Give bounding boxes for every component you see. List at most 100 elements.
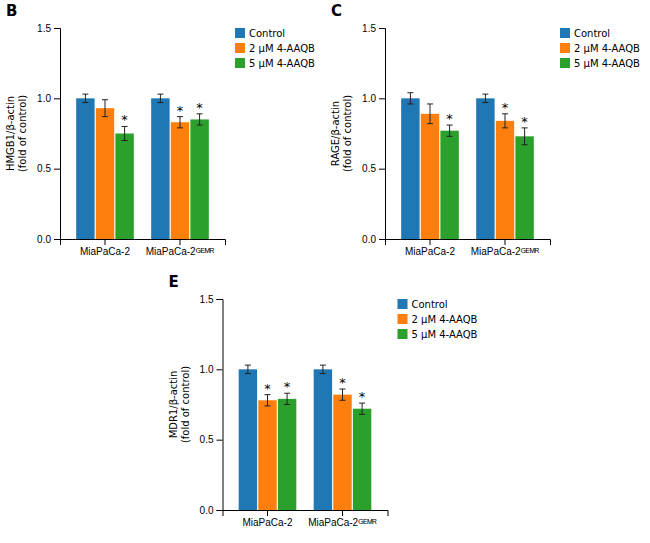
error-cap — [502, 127, 508, 128]
bar — [421, 114, 439, 239]
x-tick: MiaPaCa-2ᴳᴱᴹᴿ — [471, 239, 540, 257]
error-bar — [157, 94, 163, 102]
legend-item: Control — [398, 299, 448, 310]
tick-label: MiaPaCa-2ᴳᴱᴹᴿ — [308, 517, 377, 528]
error-cap — [427, 103, 433, 104]
error-cap — [320, 365, 326, 366]
significance-label: * — [359, 389, 366, 404]
axis-line — [54, 29, 61, 240]
tick-label: MiaPaCa-2ᴳᴱᴹᴿ — [146, 246, 215, 257]
error-cap — [157, 94, 163, 95]
error-stem — [430, 104, 431, 124]
significance-label: * — [521, 114, 528, 129]
y-axis-label-line: (fold of control) — [342, 95, 353, 172]
bar — [96, 108, 114, 239]
error-cap — [447, 136, 453, 137]
bar — [353, 409, 371, 510]
tick-label: 1.0 — [200, 364, 214, 375]
x-axis: MiaPaCa-2 MiaPaCa-2ᴳᴱᴹᴿ — [61, 239, 226, 257]
y-tick: 1.5 — [200, 294, 223, 305]
bar — [440, 131, 458, 239]
significance-label: * — [284, 379, 291, 394]
y-tick: 1.5 — [37, 23, 60, 34]
tick-mark — [54, 28, 60, 29]
error-stem — [505, 114, 506, 128]
axis-line — [217, 300, 224, 511]
tick-mark — [267, 510, 268, 516]
legend-item: Control — [560, 28, 610, 39]
y-tick: 1.0 — [200, 364, 223, 375]
error-bar — [482, 94, 488, 102]
error-stem — [362, 403, 363, 414]
error-cap — [482, 94, 488, 95]
tick-label: 1.5 — [37, 23, 51, 34]
tick-label: 0.5 — [362, 163, 376, 174]
significance-label: * — [264, 381, 271, 396]
bar — [190, 119, 208, 239]
tick-mark — [379, 239, 385, 240]
legend-label: Control — [412, 299, 448, 310]
tick-mark — [217, 440, 223, 441]
y-axis-label-line: (fold of control) — [180, 366, 191, 443]
error-cap — [359, 414, 365, 415]
tick-label: MiaPaCa-2 — [80, 246, 130, 257]
y-axis-label-line: RAGE/β-actin — [330, 101, 341, 166]
tick-label: 0.0 — [37, 234, 51, 245]
error-cap — [482, 102, 488, 103]
y-axis: 0.0 0.5 1.0 1.5 — [362, 23, 385, 245]
y-axis-label-line: HMGB1/β-actin — [5, 96, 16, 171]
legend-label: 5 μM 4-AAQB — [412, 329, 478, 340]
significance-label: * — [502, 100, 509, 115]
x-tick: MiaPaCa-2ᴳᴱᴹᴿ — [308, 510, 377, 528]
tick-label: 0.0 — [362, 234, 376, 245]
error-bar — [522, 128, 528, 145]
tick-mark — [379, 28, 385, 29]
y-tick: 1.0 — [37, 93, 60, 104]
legend-item: 2 μM 4-AAQB — [235, 43, 315, 54]
y-tick: 0.5 — [37, 163, 60, 174]
y-axis: 0.0 0.5 1.0 1.5 — [37, 23, 60, 245]
error-stem — [247, 365, 248, 373]
legend-item: Control — [235, 28, 285, 39]
tick-mark — [217, 369, 223, 370]
legend-label: 5 μM 4-AAQB — [574, 58, 640, 69]
title: C — [331, 2, 342, 20]
bar — [476, 98, 494, 239]
legend-label: 2 μM 4-AAQB — [412, 314, 478, 325]
legend-label: Control — [574, 28, 610, 39]
bar — [258, 400, 276, 510]
legend: Control 2 μM 4-AAQB 5 μM 4-AAQB — [398, 299, 478, 340]
legend: Control2 μM 4-AAQB5 μM 4-AAQB — [235, 28, 315, 69]
legend-swatch — [235, 43, 245, 53]
tick-label: 0.5 — [200, 434, 214, 445]
tick-label: 1.5 — [200, 294, 214, 305]
legend-label: Control — [249, 28, 285, 39]
legend-item: 2 μM 4-AAQB — [398, 314, 478, 325]
plot-area — [239, 365, 372, 510]
tick-mark — [217, 299, 223, 300]
axis-line — [223, 511, 388, 517]
legend-item: 2 μM 4-AAQB — [560, 43, 640, 54]
error-bar — [427, 104, 433, 124]
tick-mark — [54, 98, 60, 99]
bar — [76, 98, 94, 239]
tick-label: 0.0 — [200, 505, 214, 516]
tick-label: 1.5 — [362, 23, 376, 34]
legend: Control 2 μM 4-AAQB 5 μM 4-AAQB — [560, 28, 640, 69]
y-tick: 1.0 — [362, 93, 385, 104]
error-stem — [410, 93, 411, 104]
tick-label: 1.0 — [37, 93, 51, 104]
axis-line — [386, 240, 551, 246]
error-cap — [82, 102, 88, 103]
title: B — [6, 2, 17, 20]
error-stem — [124, 126, 125, 140]
panel: 0.00.51.01.5MiaPaCa-2MiaPaCa-2ᴳᴱᴹᴿ***BHM… — [5, 2, 315, 257]
error-stem — [485, 94, 486, 102]
legend-item: 5 μM 4-AAQB — [560, 58, 640, 69]
tick-mark — [217, 510, 223, 511]
error-cap — [245, 365, 251, 366]
error-bar — [407, 93, 413, 104]
tick-label: MiaPaCa-2 — [242, 517, 292, 528]
y-tick: 0.0 — [37, 234, 60, 245]
bar — [333, 395, 351, 510]
